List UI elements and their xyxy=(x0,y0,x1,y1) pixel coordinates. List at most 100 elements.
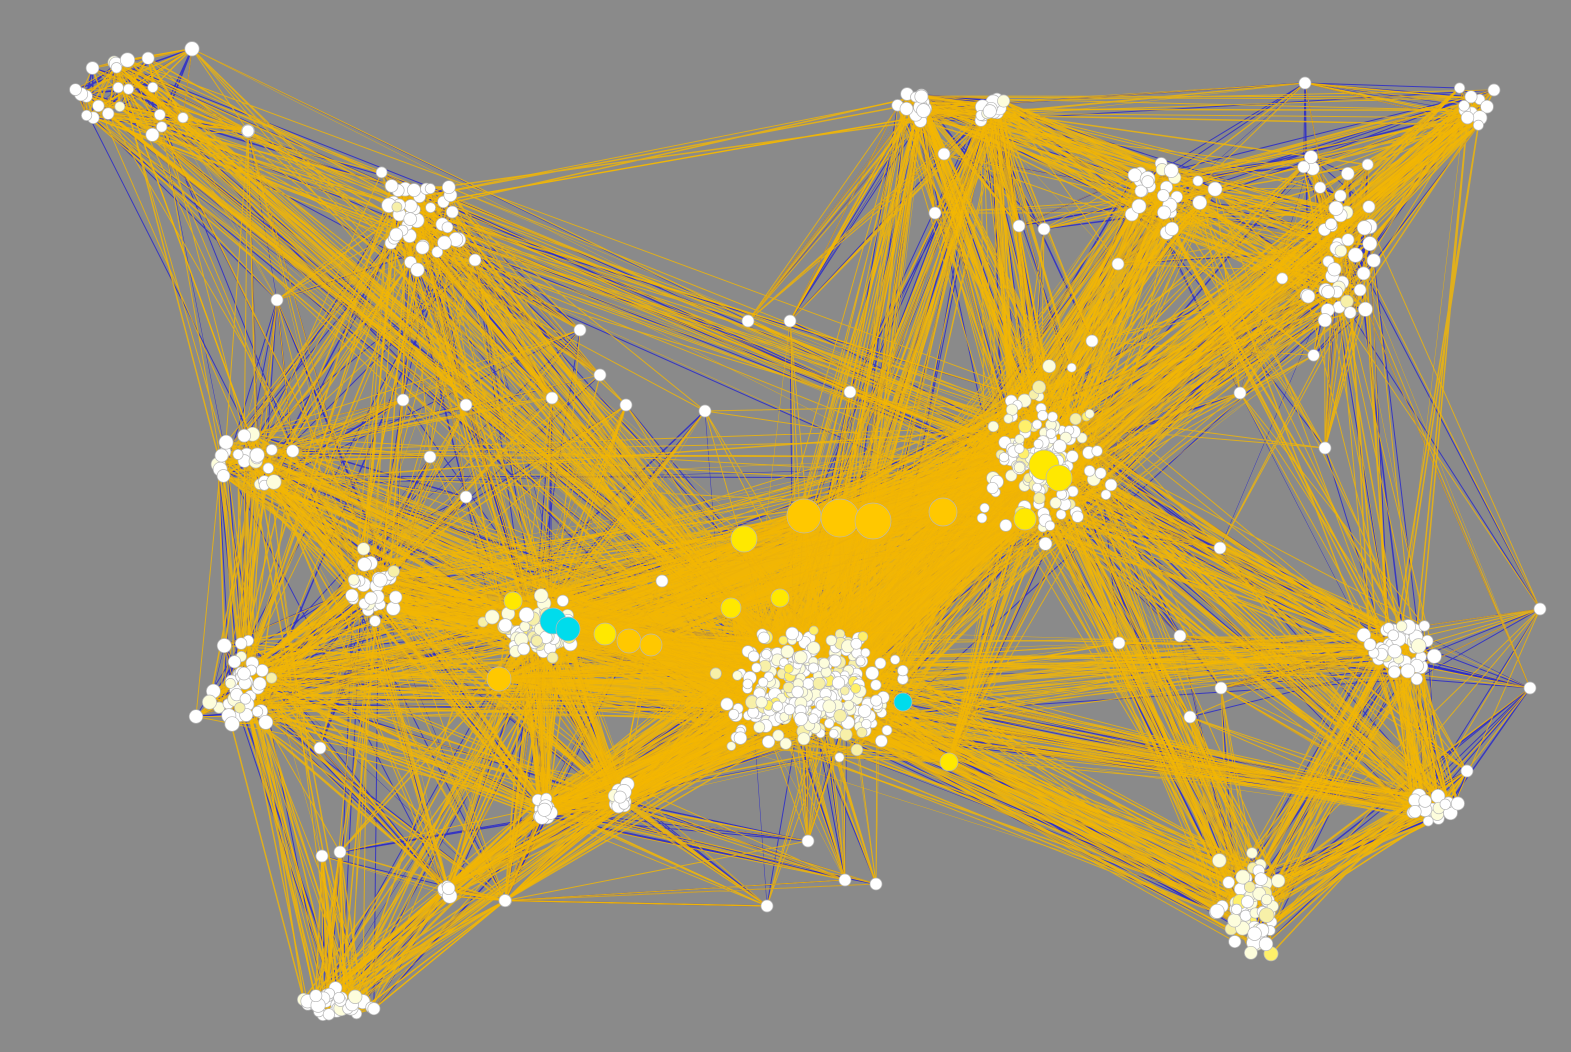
graph-node[interactable] xyxy=(234,702,246,714)
graph-node[interactable] xyxy=(850,637,863,650)
graph-node[interactable] xyxy=(1003,413,1014,424)
graph-node[interactable] xyxy=(1353,283,1367,297)
graph-node-highlighted[interactable] xyxy=(893,692,913,712)
graph-node[interactable] xyxy=(914,89,929,104)
graph-node[interactable] xyxy=(1418,620,1431,632)
graph-node[interactable] xyxy=(102,107,115,120)
graph-node[interactable] xyxy=(533,588,549,603)
graph-node[interactable] xyxy=(1450,796,1465,811)
graph-node[interactable] xyxy=(1066,450,1079,463)
graph-node-satellite[interactable] xyxy=(838,873,852,887)
graph-node-satellite[interactable] xyxy=(698,404,712,418)
graph-node-hub[interactable] xyxy=(616,628,642,654)
graph-node[interactable] xyxy=(441,180,456,195)
graph-node[interactable] xyxy=(1297,160,1310,174)
graph-node[interactable] xyxy=(1254,872,1268,886)
graph-node[interactable] xyxy=(410,262,425,277)
graph-node-satellite[interactable] xyxy=(1085,334,1099,348)
graph-node[interactable] xyxy=(728,708,740,720)
graph-node[interactable] xyxy=(1304,150,1318,165)
node-layer[interactable] xyxy=(69,41,1547,1021)
graph-node-satellite[interactable] xyxy=(655,574,669,588)
graph-node[interactable] xyxy=(1314,181,1327,194)
graph-node[interactable] xyxy=(1192,175,1204,187)
graph-node[interactable] xyxy=(262,462,274,474)
graph-node[interactable] xyxy=(484,609,500,625)
graph-node[interactable] xyxy=(1005,469,1018,482)
graph-node[interactable] xyxy=(188,709,204,724)
graph-node[interactable] xyxy=(720,697,734,711)
graph-node[interactable] xyxy=(757,677,769,688)
graph-node-satellite[interactable] xyxy=(783,314,797,328)
graph-node[interactable] xyxy=(1235,869,1251,885)
graph-node[interactable] xyxy=(1301,289,1316,304)
graph-node[interactable] xyxy=(431,246,444,258)
graph-node-satellite[interactable] xyxy=(573,323,587,337)
graph-node[interactable] xyxy=(415,240,430,255)
graph-node[interactable] xyxy=(1231,903,1243,915)
graph-node-hub[interactable] xyxy=(720,597,742,619)
graph-node[interactable] xyxy=(1472,119,1484,131)
graph-node-hub[interactable] xyxy=(770,588,790,608)
graph-node[interactable] xyxy=(783,663,794,674)
graph-node[interactable] xyxy=(437,235,452,251)
graph-node[interactable] xyxy=(1032,419,1043,430)
graph-node-satellite[interactable] xyxy=(459,398,473,412)
graph-node-hub[interactable] xyxy=(820,498,860,538)
graph-node[interactable] xyxy=(982,104,997,119)
graph-node-satellite[interactable] xyxy=(1037,222,1051,236)
graph-node[interactable] xyxy=(881,724,893,736)
graph-node[interactable] xyxy=(389,227,404,242)
graph-node[interactable] xyxy=(1334,244,1348,258)
graph-node[interactable] xyxy=(265,672,278,684)
graph-node[interactable] xyxy=(843,699,855,711)
graph-node[interactable] xyxy=(1260,893,1273,906)
graph-node[interactable] xyxy=(751,662,762,673)
graph-node[interactable] xyxy=(778,635,789,646)
graph-node[interactable] xyxy=(1084,408,1095,419)
graph-node[interactable] xyxy=(857,631,869,642)
graph-node-satellite[interactable] xyxy=(869,877,883,891)
graph-node[interactable] xyxy=(85,61,100,75)
graph-node[interactable] xyxy=(1458,100,1470,112)
graph-node[interactable] xyxy=(252,676,267,691)
graph-node[interactable] xyxy=(1100,489,1112,500)
graph-node[interactable] xyxy=(218,434,234,450)
graph-node[interactable] xyxy=(265,444,278,456)
graph-node[interactable] xyxy=(997,94,1011,108)
graph-node[interactable] xyxy=(870,679,882,691)
graph-node[interactable] xyxy=(1192,195,1208,210)
graph-node[interactable] xyxy=(1131,198,1147,214)
graph-node[interactable] xyxy=(1439,798,1451,810)
graph-node[interactable] xyxy=(1044,520,1056,531)
graph-node[interactable] xyxy=(1341,233,1355,247)
graph-node[interactable] xyxy=(1071,510,1084,523)
graph-node[interactable] xyxy=(445,205,459,219)
graph-node[interactable] xyxy=(518,607,535,623)
graph-node[interactable] xyxy=(441,221,454,234)
graph-node-satellite[interactable] xyxy=(1523,681,1537,695)
graph-node[interactable] xyxy=(1480,99,1494,114)
graph-node[interactable] xyxy=(498,894,512,908)
graph-node[interactable] xyxy=(1052,439,1067,453)
graph-node[interactable] xyxy=(1356,627,1371,643)
graph-node[interactable] xyxy=(1156,189,1170,202)
graph-node[interactable] xyxy=(808,713,819,724)
graph-node[interactable] xyxy=(1341,166,1355,181)
graph-node-satellite[interactable] xyxy=(843,385,857,399)
graph-node-satellite[interactable] xyxy=(801,834,815,848)
graph-node[interactable] xyxy=(856,726,868,738)
graph-node[interactable] xyxy=(1042,359,1057,374)
graph-node[interactable] xyxy=(979,502,990,513)
graph-node[interactable] xyxy=(1018,419,1033,434)
graph-node-satellite[interactable] xyxy=(928,206,942,220)
graph-node[interactable] xyxy=(1347,247,1364,263)
graph-node[interactable] xyxy=(1083,465,1096,477)
graph-node[interactable] xyxy=(812,676,826,690)
graph-node[interactable] xyxy=(755,696,768,709)
graph-node[interactable] xyxy=(1387,644,1402,659)
graph-node[interactable] xyxy=(1049,496,1062,509)
graph-node-hub[interactable] xyxy=(503,591,523,611)
graph-node[interactable] xyxy=(1212,853,1227,868)
